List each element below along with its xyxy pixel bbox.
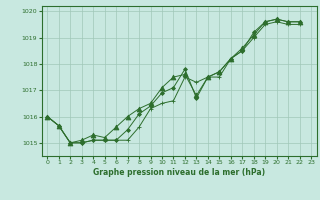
X-axis label: Graphe pression niveau de la mer (hPa): Graphe pression niveau de la mer (hPa) <box>93 168 265 177</box>
